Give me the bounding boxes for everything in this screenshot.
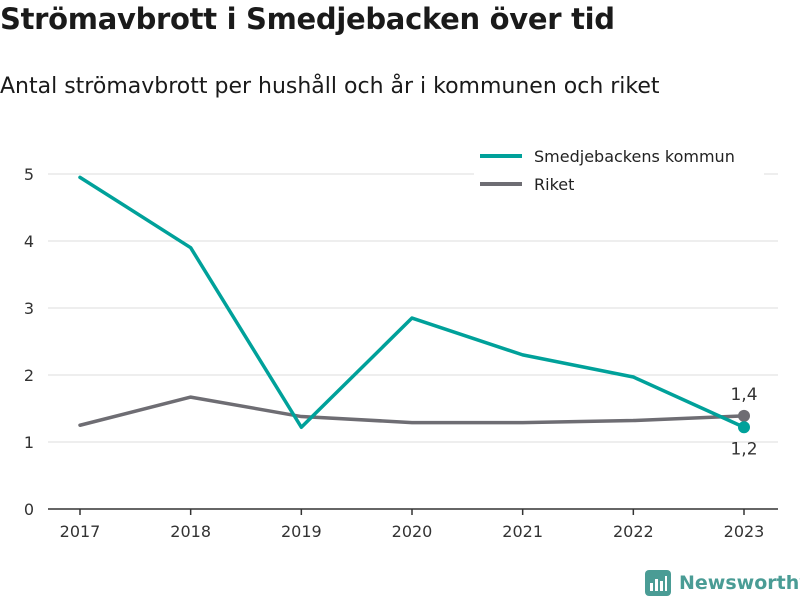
axes: 0 1 2 3 4 5 2017 2018 2019 2020 2021 2022 2023 [24,165,778,541]
end-labels: 1,4 1,2 [730,385,757,459]
series-line-riket [78,395,746,427]
chart-subtitle: Antal strömavbrott per hushåll och år i … [0,74,660,99]
x-tick-label-2022: 2022 [613,522,654,541]
newsworthy-logo-icon [645,570,671,596]
x-tick-label-2023: 2023 [724,522,765,541]
y-tick-label-0: 0 [24,500,34,519]
x-tick-label-2020: 2020 [392,522,433,541]
x-tick-label-2017: 2017 [60,522,101,541]
x-tick-label-2019: 2019 [281,522,322,541]
x-tick-label-2018: 2018 [170,522,211,541]
series-endpoint-smedjebackens-kommun [738,421,750,434]
end-label-smedjebackens-kommun: 1,2 [730,439,757,459]
series-endpoint-riket [738,409,750,422]
y-tick-label-2: 2 [24,366,34,385]
legend-label-riket: Riket [534,175,574,194]
series-lines [78,175,750,434]
legend-background [474,142,764,200]
chart-title: Strömavbrott i Smedjebacken över tid [0,2,615,36]
series-line-smedjebackens-kommun [78,175,746,430]
end-label-riket: 1,4 [730,385,757,405]
brand: Newsworthy [645,570,800,596]
legend-label-smedjebackens-kommun: Smedjebackens kommun [534,147,735,166]
y-tick-label-4: 4 [24,232,34,251]
gridlines [48,173,778,443]
y-tick-label-5: 5 [24,165,34,184]
legend: Smedjebackens kommun Riket [474,142,764,200]
x-tick-label-2021: 2021 [502,522,543,541]
y-tick-label-1: 1 [24,433,34,452]
brand-name: Newsworthy [679,572,800,594]
y-tick-label-3: 3 [24,299,34,318]
